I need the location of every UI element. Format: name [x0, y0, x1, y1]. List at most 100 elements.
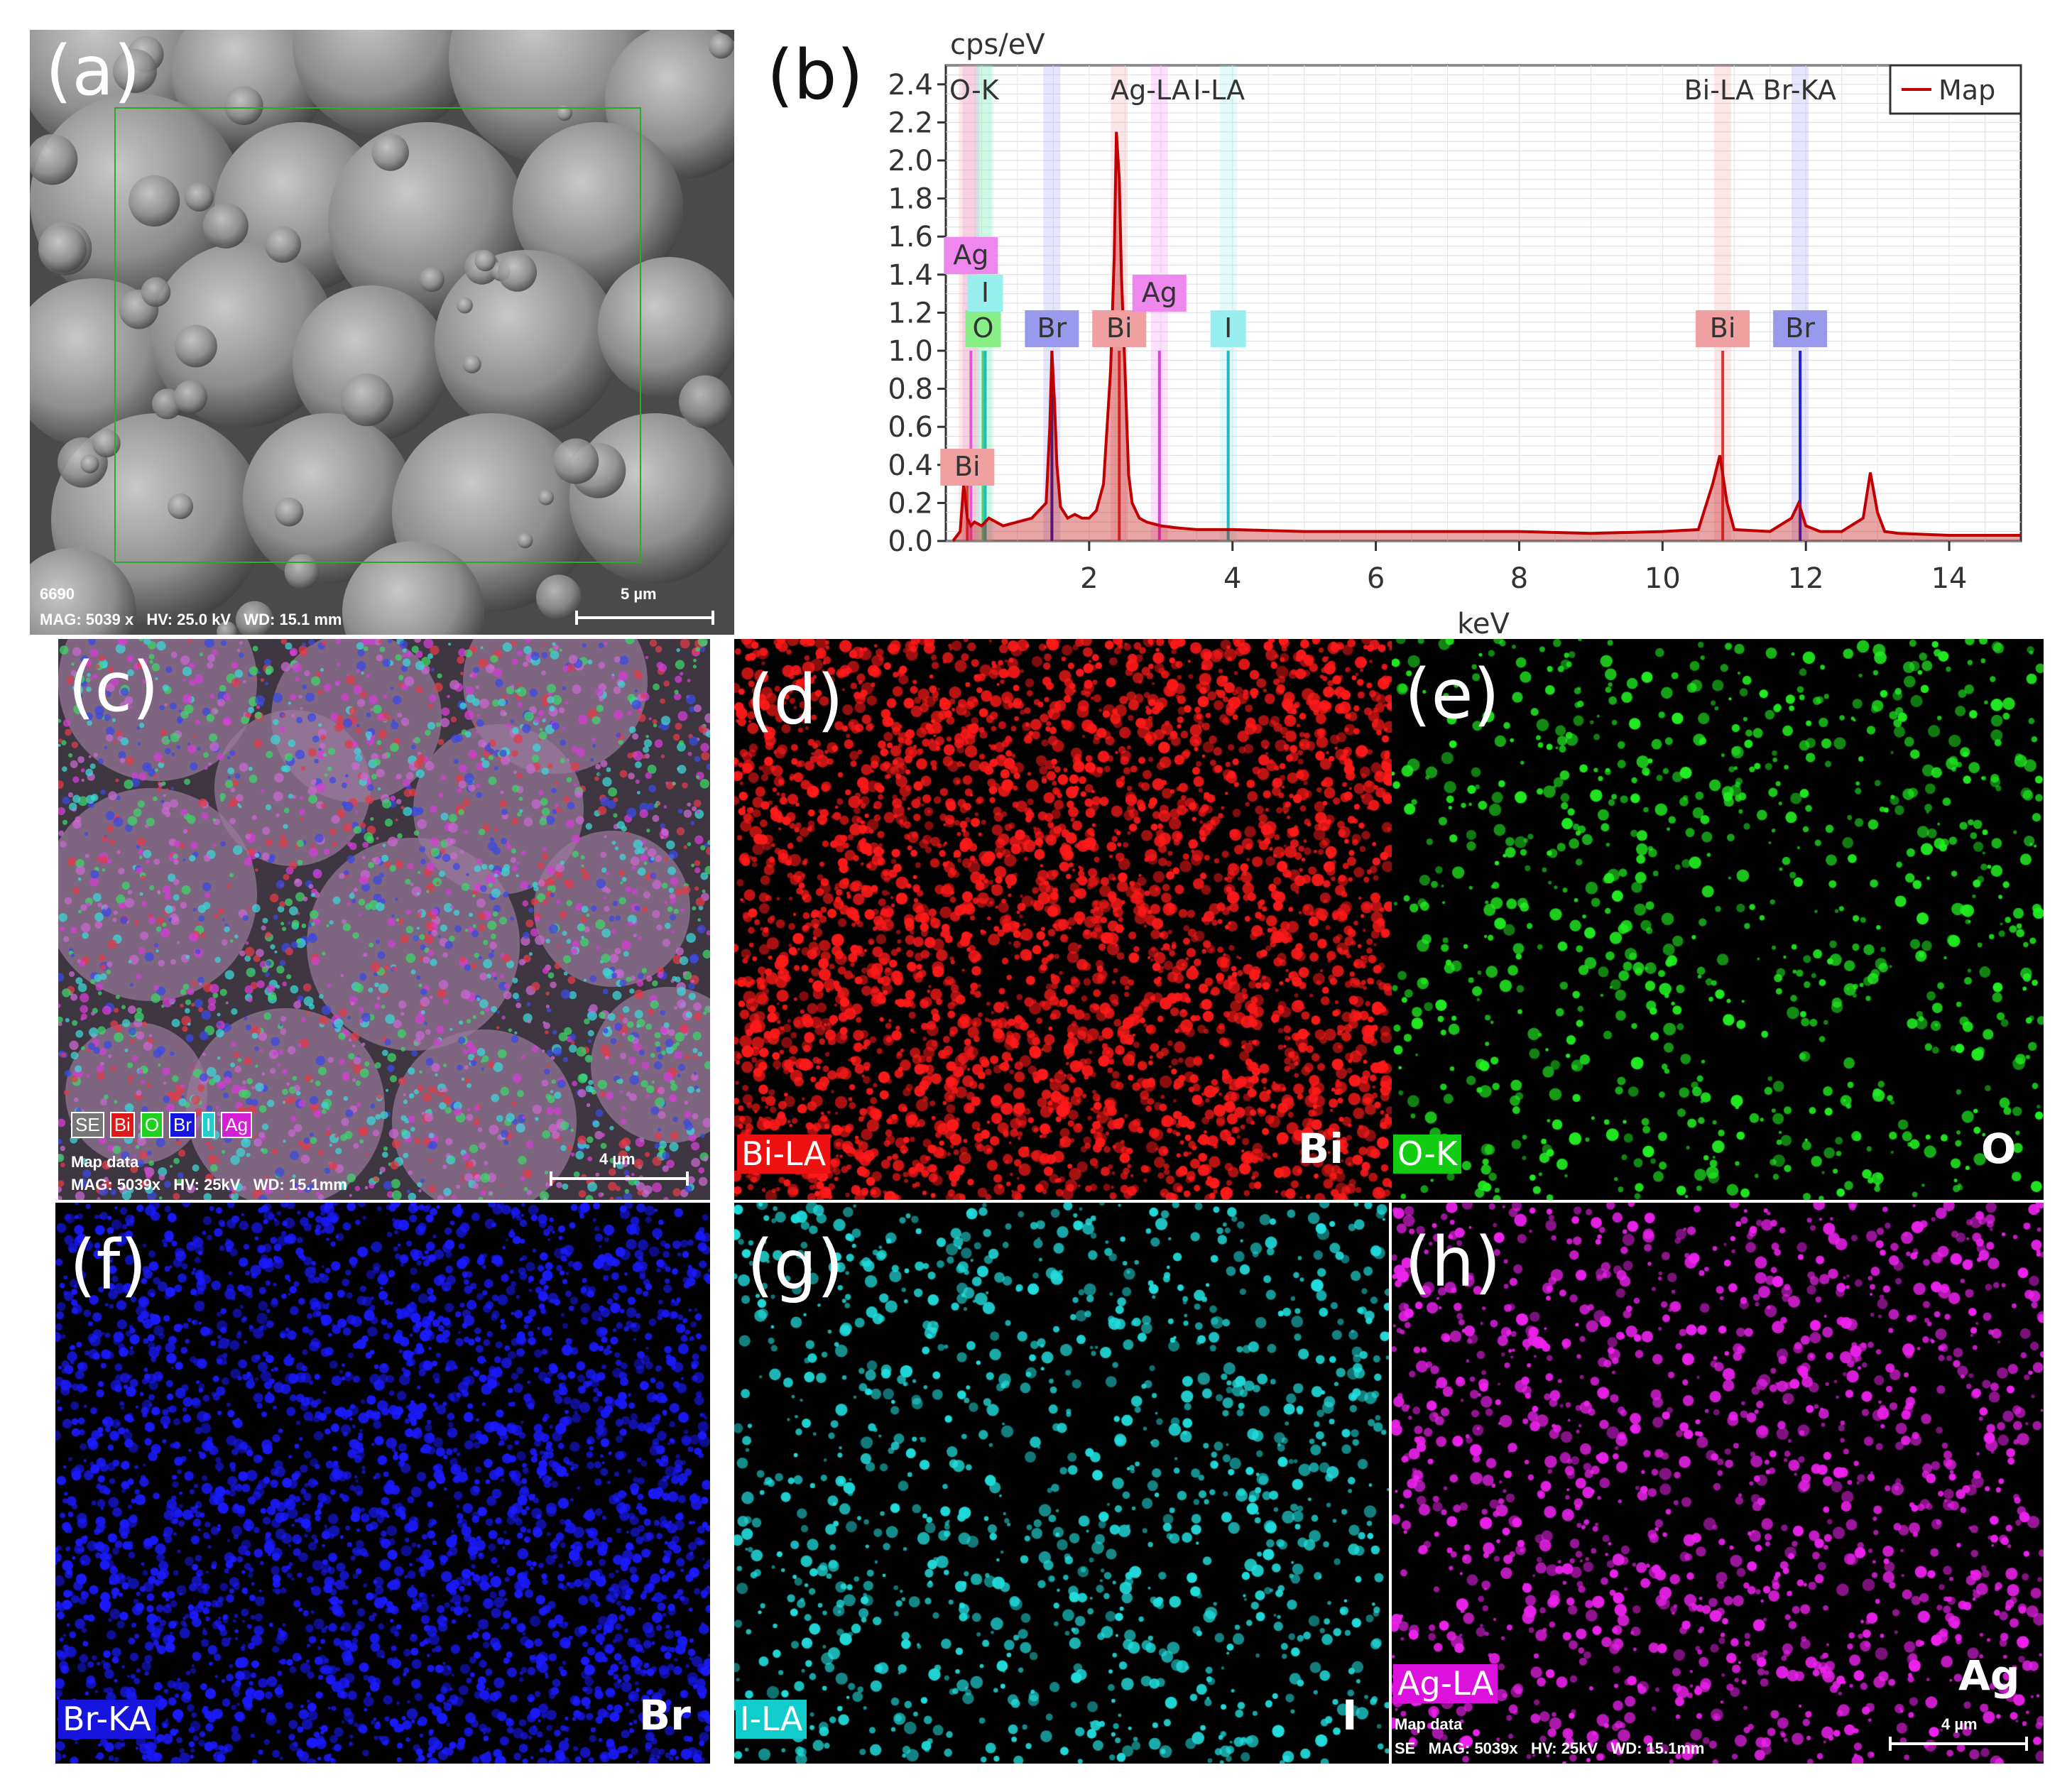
overlay-dot: [75, 865, 85, 875]
line-tag-o-k: O-K: [1393, 1135, 1462, 1174]
overlay-dot: [550, 1056, 555, 1060]
overlay-dot: [307, 713, 317, 722]
overlay-dot: [538, 879, 545, 887]
overlay-dot: [308, 1184, 315, 1191]
overlay-dot: [457, 1064, 463, 1071]
overlay-dot: [153, 943, 159, 948]
overlay-dot: [273, 914, 278, 920]
overlay-dot: [331, 815, 340, 824]
overlay-dot: [604, 641, 608, 646]
overlay-dot: [562, 931, 567, 936]
overlay-dot: [620, 1118, 627, 1125]
overlay-dot: [184, 778, 191, 785]
overlay-dot: [154, 767, 158, 772]
overlay-dot: [430, 645, 440, 655]
overlay-dot: [605, 1091, 614, 1100]
overlay-dot: [515, 689, 518, 693]
overlay-dot: [98, 1136, 107, 1144]
overlay-dot: [269, 853, 276, 860]
overlay-dot: [303, 1137, 310, 1144]
element-tag-box: [967, 275, 1003, 312]
overlay-dot: [190, 1002, 195, 1007]
overlay-dot: [68, 753, 73, 758]
overlay-dot: [134, 1139, 138, 1142]
element-tag-box: [1132, 275, 1187, 312]
overlay-dot: [296, 716, 302, 723]
overlay-dot: [253, 739, 263, 748]
overlay-dot: [478, 829, 486, 836]
overlay-dot: [204, 766, 208, 770]
overlay-dot: [209, 733, 218, 742]
overlay-dot: [307, 786, 317, 796]
overlay-dot: [391, 1190, 402, 1200]
overlay-dot: [309, 909, 319, 919]
overlay-dot: [349, 1193, 352, 1197]
overlay-dot: [539, 817, 547, 826]
map-title-text: Map data: [1395, 1715, 1463, 1733]
overlay-dot: [387, 1053, 396, 1062]
overlay-dot: [99, 1048, 107, 1056]
overlay-dot: [225, 780, 234, 789]
overlay-dot: [104, 714, 111, 721]
scale-bar-label: 4 µm: [1941, 1715, 1978, 1733]
overlay-dot: [277, 905, 285, 913]
overlay-dot: [104, 1040, 112, 1049]
overlay-dot: [238, 1089, 247, 1098]
overlay-dot: [283, 1140, 286, 1143]
overlay-dot: [429, 694, 437, 702]
overlay-dot: [679, 956, 689, 966]
overlay-dot: [459, 702, 467, 709]
overlay-dot: [685, 1122, 693, 1131]
overlay-dot: [156, 640, 166, 651]
overlay-dot: [349, 1061, 354, 1066]
overlay-dot: [424, 1113, 434, 1122]
overlay-dot: [567, 663, 576, 672]
overlay-dot: [77, 983, 87, 993]
overlay-dot: [265, 972, 270, 977]
overlay-dot: [391, 1139, 401, 1149]
overlay-dot: [322, 641, 327, 646]
overlay-dot: [600, 760, 608, 767]
overlay-dot: [499, 799, 507, 807]
overlay-dot: [103, 1176, 109, 1182]
overlay-dot: [396, 799, 402, 804]
overlay-dot: [90, 979, 96, 985]
overlay-dot: [77, 1178, 88, 1188]
overlay-dot: [475, 731, 479, 734]
overlay-dot: [403, 807, 413, 816]
overlay-dot: [406, 1189, 410, 1193]
overlay-dot: [506, 1113, 515, 1122]
overlay-dot: [318, 1149, 325, 1156]
overlay-dot: [153, 774, 157, 778]
overlay-dot: [206, 1142, 210, 1146]
overlay-dot: [196, 922, 200, 927]
overlay-dot: [563, 796, 570, 803]
overlay-dot: [563, 971, 568, 976]
overlay-dot: [614, 710, 623, 720]
overlay-dot: [339, 1008, 347, 1017]
overlay-dot: [173, 878, 180, 885]
overlay-dot: [490, 933, 496, 939]
overlay-dot: [697, 639, 708, 647]
overlay-dot: [488, 883, 493, 887]
overlay-dot: [226, 883, 231, 888]
overlay-dot: [506, 750, 511, 755]
overlay-dot: [627, 753, 633, 759]
overlay-dot: [91, 795, 97, 800]
overlay-dot: [77, 877, 82, 881]
overlay-dot: [500, 1184, 504, 1187]
overlay-dot: [477, 912, 486, 921]
overlay-dot: [107, 825, 114, 833]
overlay-dot: [521, 723, 531, 733]
overlay-dot: [576, 1047, 587, 1057]
overlay-dot: [553, 644, 560, 650]
y-tick-label: 2.0: [888, 145, 933, 177]
overlay-dot: [669, 1142, 679, 1152]
overlay-dot: [563, 879, 568, 884]
overlay-dot: [254, 711, 263, 719]
overlay-dot: [137, 1137, 146, 1146]
overlay-dot: [157, 890, 161, 894]
overlay-dot: [301, 1017, 306, 1022]
overlay-dot: [131, 772, 138, 780]
sem-particle-small: [173, 380, 208, 414]
